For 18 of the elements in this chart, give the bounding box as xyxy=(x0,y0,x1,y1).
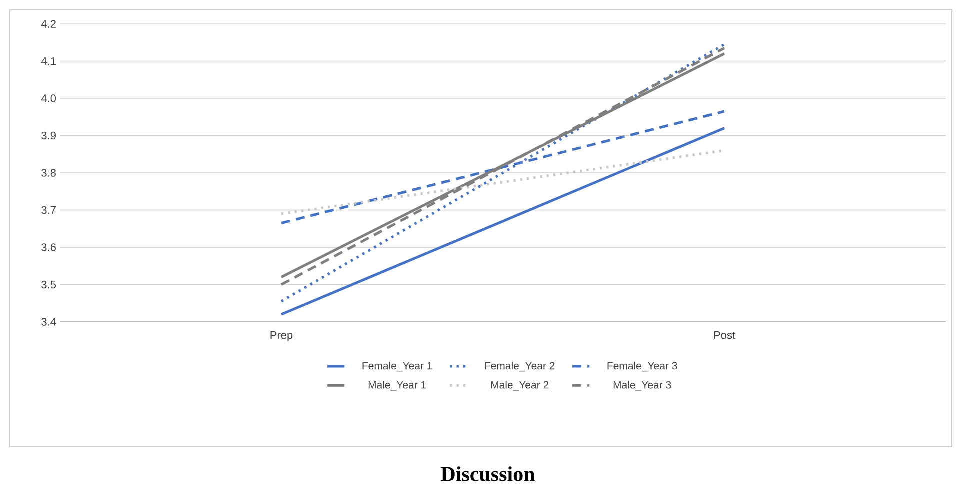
y-tick-label: 4.0 xyxy=(41,94,56,102)
text: Discussion xyxy=(441,466,535,482)
x-tick-label: Prep xyxy=(270,332,293,342)
y-tick-label: 3.9 xyxy=(42,132,56,140)
y-tick-label: 3.4 xyxy=(42,318,56,326)
legend-label: Male_Year 3 xyxy=(614,381,672,391)
legend-label: Female_Year 1 xyxy=(362,362,432,372)
legend-label: Male_Year 1 xyxy=(368,381,426,391)
legend-label: Female_Year 3 xyxy=(608,362,678,372)
y-tick-label: 4.1 xyxy=(41,57,56,66)
y-tick-label: 3.8 xyxy=(42,169,56,177)
legend-label: Female_Year 2 xyxy=(485,362,555,372)
legend-label: Male_Year 2 xyxy=(491,381,549,391)
y-tick-label: 3.7 xyxy=(42,206,56,214)
y-tick-label: 4.2 xyxy=(41,20,56,28)
x-tick-label: Post xyxy=(714,332,736,340)
y-tick-label: 3.6 xyxy=(42,244,56,252)
y-tick-label: 3.5 xyxy=(42,280,56,289)
